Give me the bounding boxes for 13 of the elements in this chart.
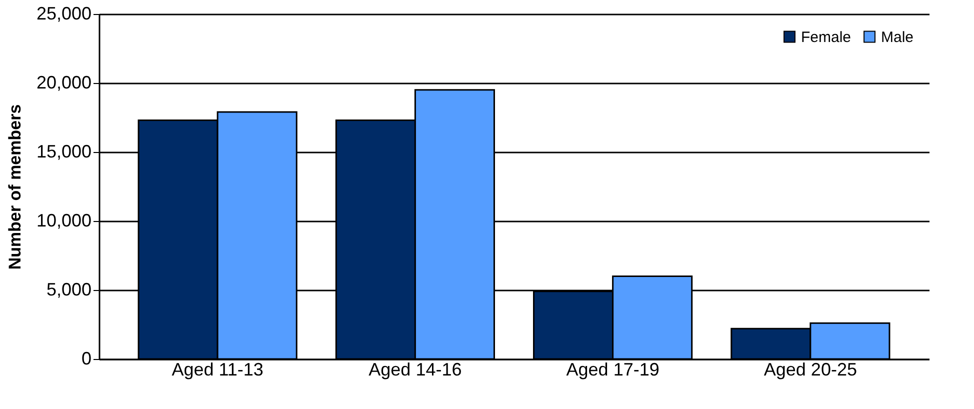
x-tick-label: Aged 11-13 bbox=[172, 360, 264, 380]
y-tick-label: 5,000 bbox=[46, 280, 92, 300]
y-axis-title: Number of members bbox=[5, 104, 24, 270]
y-tick-label: 25,000 bbox=[36, 4, 92, 24]
y-tick-label: 15,000 bbox=[36, 142, 92, 162]
legend-label: Female bbox=[801, 28, 852, 46]
x-tick-label: Aged 20-25 bbox=[764, 360, 857, 380]
y-tick-label: 10,000 bbox=[36, 210, 92, 230]
y-tick-label: 0 bbox=[81, 348, 92, 368]
x-tick-label: Aged 17-19 bbox=[566, 360, 660, 380]
y-tick-label: 20,000 bbox=[36, 72, 92, 92]
legend-label: Male bbox=[881, 28, 914, 46]
x-tick-label: Aged 14-16 bbox=[368, 360, 462, 380]
